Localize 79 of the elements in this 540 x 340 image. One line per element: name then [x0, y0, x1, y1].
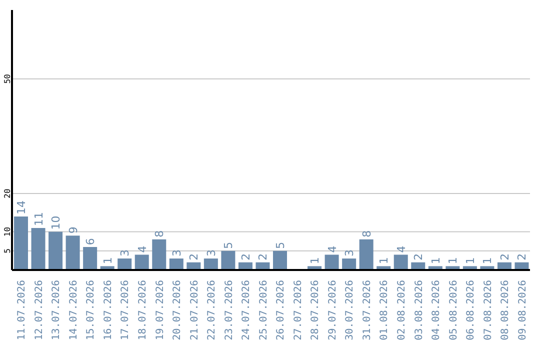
bar — [152, 239, 166, 270]
bar — [221, 250, 236, 270]
x-tick-label: 04.08.2026 — [431, 280, 442, 340]
data-label: 9 — [66, 226, 80, 234]
x-tick-label: 15.07.2026 — [86, 280, 97, 340]
bar — [359, 239, 374, 270]
data-label: 11 — [32, 212, 46, 226]
bar — [118, 258, 132, 270]
x-tick-label: 16.07.2026 — [102, 280, 114, 340]
y-tick-label: 5 — [3, 248, 12, 254]
data-label: 1 — [429, 257, 442, 264]
data-label: 1 — [101, 257, 114, 264]
bar — [342, 258, 356, 270]
data-label: 2 — [256, 253, 270, 260]
data-label: 1 — [446, 257, 460, 264]
x-tick-label: 22.07.2026 — [206, 280, 218, 340]
bar — [324, 254, 339, 270]
x-tick-label: 02.08.2026 — [396, 280, 408, 340]
x-tick-label: 26.07.2026 — [276, 280, 287, 340]
data-label: 2 — [498, 253, 512, 260]
data-label: 2 — [188, 253, 201, 260]
data-label: 3 — [343, 250, 356, 257]
bar — [134, 254, 149, 270]
x-tick-label: 31.07.2026 — [362, 280, 373, 340]
x-tick-label: 18.07.2026 — [138, 280, 148, 340]
data-label: 4 — [394, 246, 408, 253]
data-label: 4 — [136, 246, 149, 253]
data-label: 5 — [222, 242, 236, 249]
x-tick-label: 07.08.2026 — [482, 280, 494, 340]
x-tick-label: 06.08.2026 — [466, 280, 477, 340]
bar — [83, 247, 98, 270]
data-label: 3 — [204, 250, 218, 257]
x-tick-label: 09.08.2026 — [517, 280, 528, 340]
y-tick-label: 20 — [3, 188, 12, 198]
x-tick-label: 21.07.2026 — [189, 280, 200, 340]
x-tick-label: 24.07.2026 — [241, 280, 252, 340]
data-label: 10 — [50, 216, 63, 230]
data-label: 8 — [360, 230, 374, 238]
bar — [204, 258, 218, 270]
bar — [169, 258, 184, 270]
bar — [31, 228, 46, 270]
data-label: 2 — [239, 253, 252, 260]
x-tick-label: 25.07.2026 — [258, 280, 270, 340]
bar — [394, 254, 408, 270]
bar — [48, 232, 63, 270]
x-tick-label: 20.07.2026 — [172, 280, 184, 340]
x-tick-label: 23.07.2026 — [224, 280, 235, 340]
x-tick-label: 30.07.2026 — [344, 280, 356, 340]
x-tick-label: 29.07.2026 — [327, 280, 338, 340]
data-label: 1 — [464, 257, 477, 264]
y-tick-label: 50 — [3, 74, 12, 84]
x-tick-label: 03.08.2026 — [414, 280, 425, 340]
data-label: 1 — [378, 257, 391, 264]
x-tick-label: 19.07.2026 — [154, 280, 166, 340]
x-tick-label: 05.08.2026 — [448, 280, 460, 340]
data-label: 3 — [118, 250, 132, 257]
bar — [66, 236, 80, 270]
x-tick-label: 01.08.2026 — [379, 280, 390, 340]
x-tick-label: 14.07.2026 — [68, 280, 80, 340]
x-tick-label: 13.07.2026 — [51, 280, 62, 340]
x-tick-label: 08.08.2026 — [500, 280, 512, 340]
data-label: 8 — [153, 230, 166, 238]
data-label: 2 — [516, 253, 529, 260]
data-label: 4 — [326, 246, 339, 253]
data-label: 6 — [84, 238, 98, 246]
x-tick-label: 11.07.2026 — [16, 280, 28, 340]
data-label: 3 — [170, 250, 184, 257]
x-tick-label: 12.07.2026 — [34, 280, 45, 340]
data-label: 1 — [308, 257, 322, 264]
bar — [14, 216, 28, 270]
data-label: 1 — [481, 257, 494, 264]
data-label: 2 — [412, 253, 426, 260]
x-tick-label: 27.07.2026 — [292, 280, 304, 340]
bar — [273, 250, 287, 270]
data-label: 14 — [15, 200, 28, 214]
data-label: 5 — [274, 242, 287, 249]
x-tick-label: 17.07.2026 — [120, 280, 132, 340]
y-tick-label: 10 — [3, 226, 12, 237]
x-tick-label: 28.07.2026 — [310, 280, 322, 340]
